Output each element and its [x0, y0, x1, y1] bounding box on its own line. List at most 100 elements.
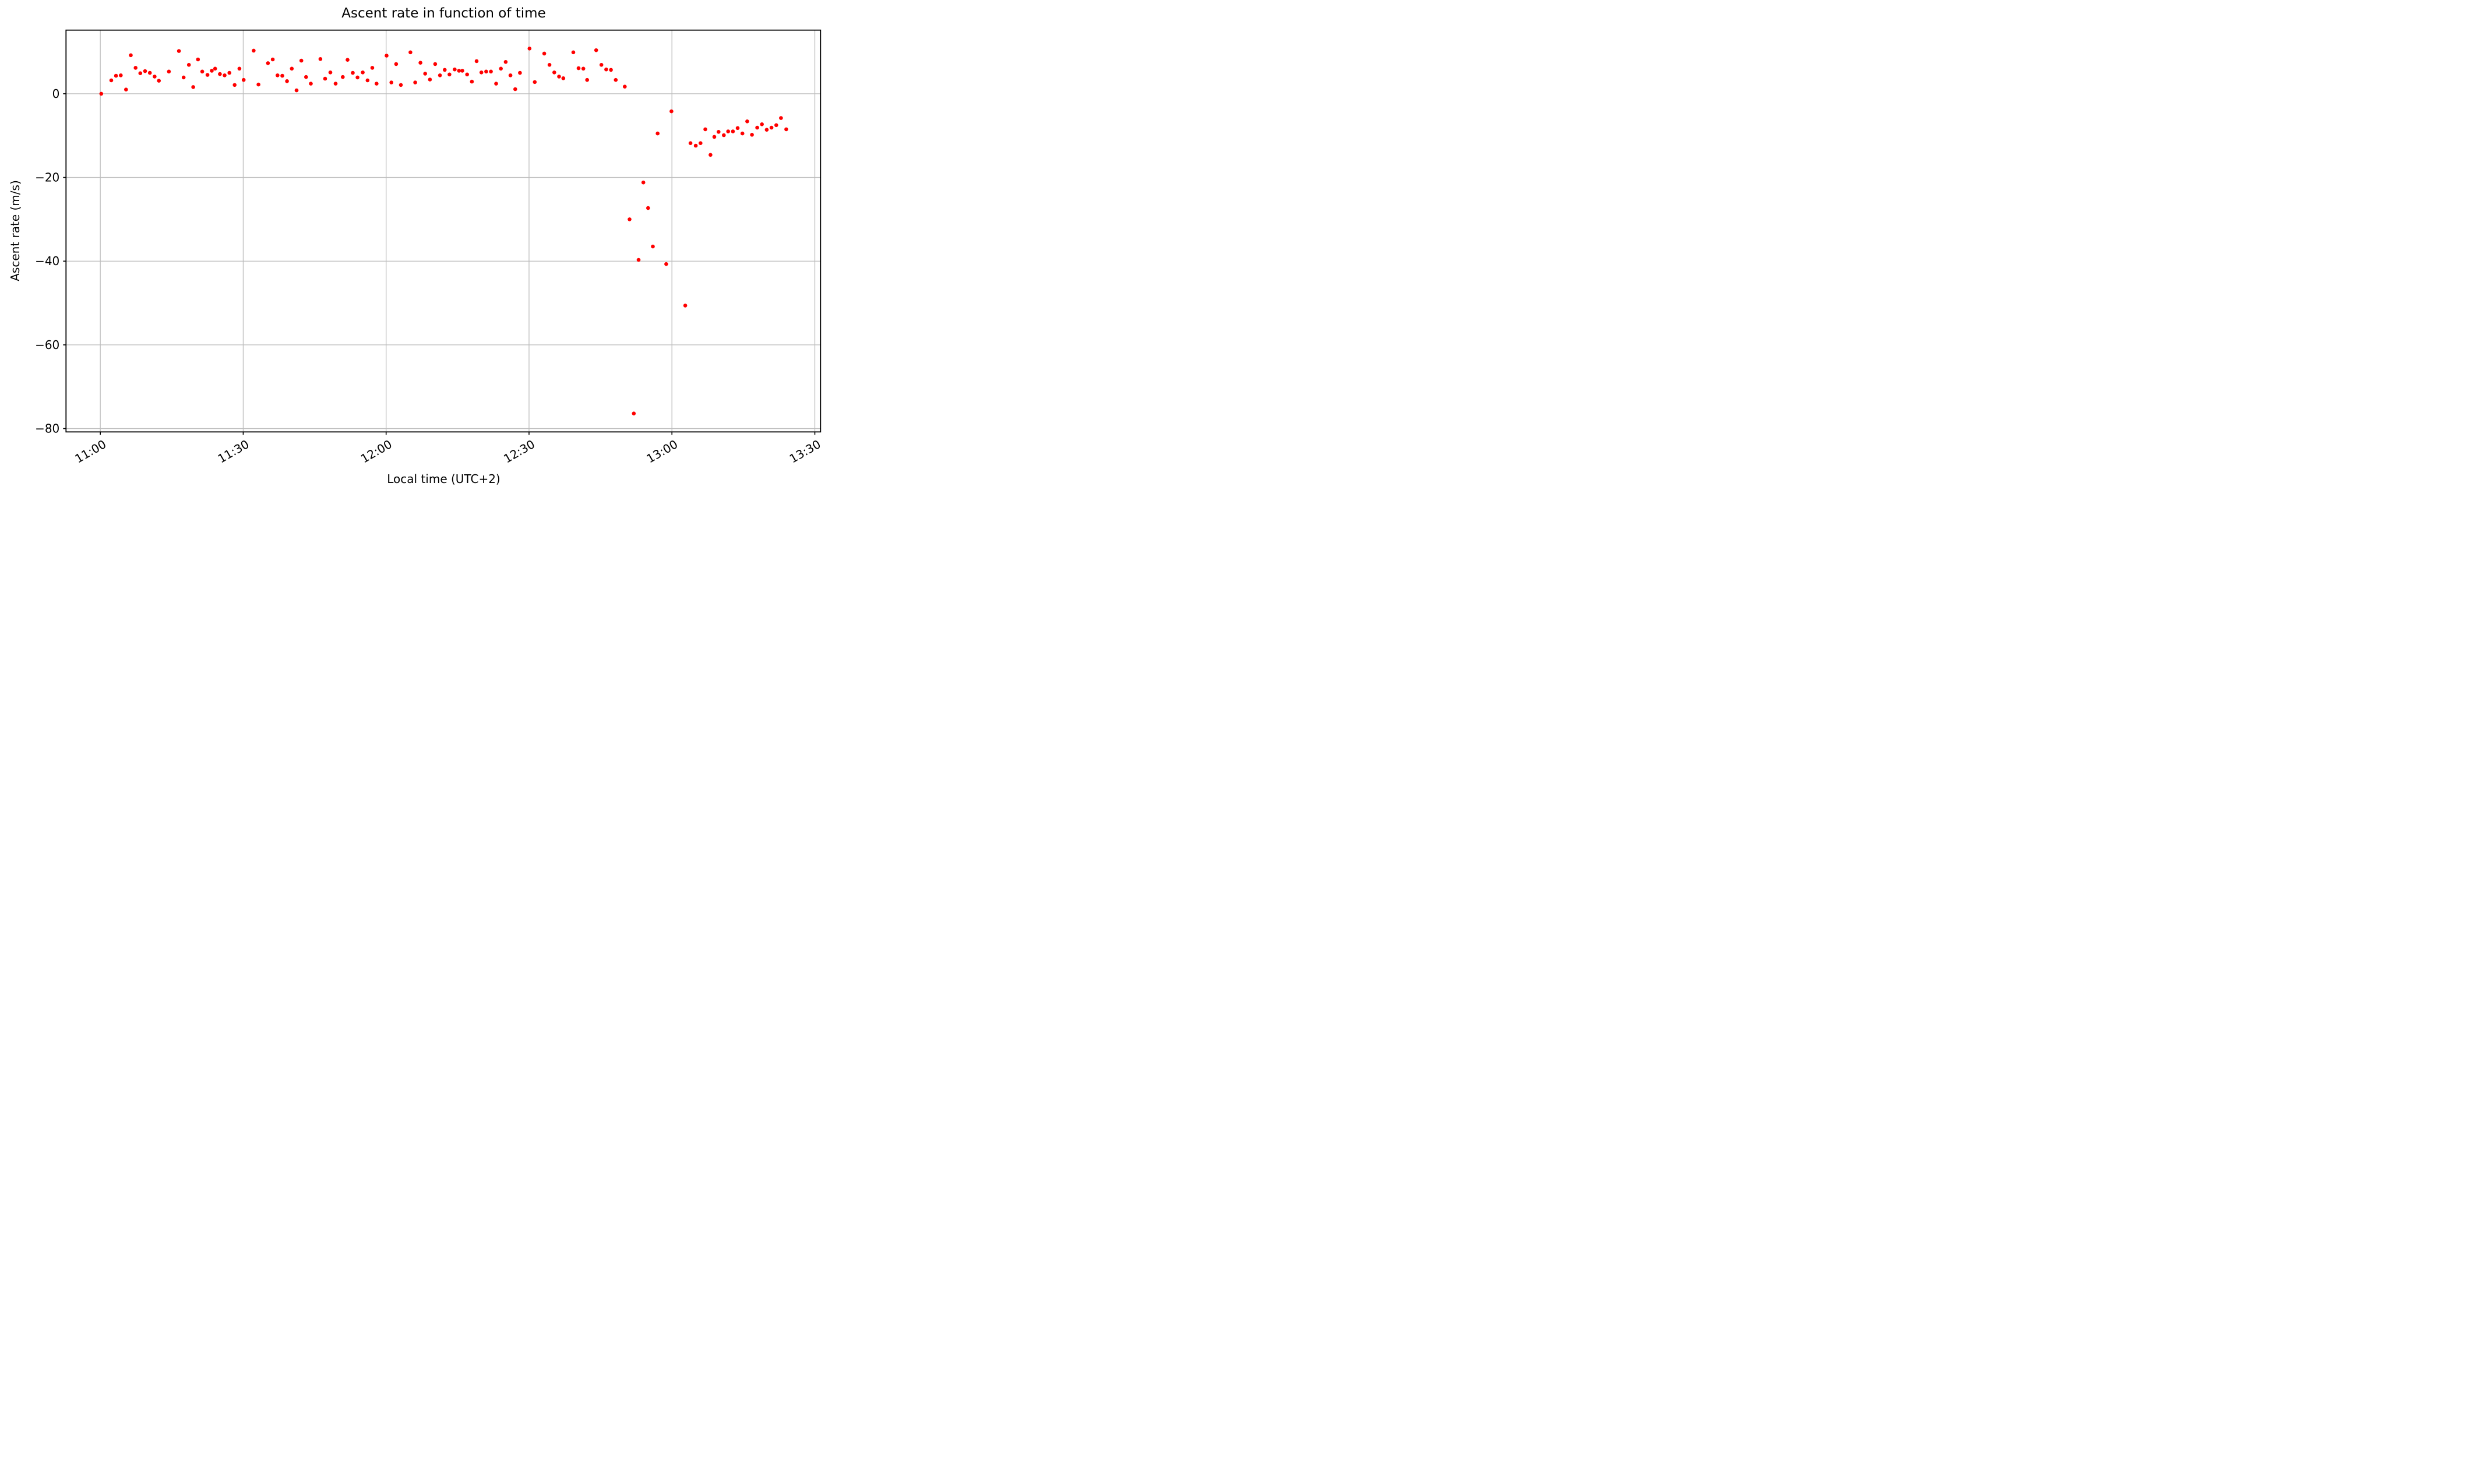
data-point: [547, 63, 552, 67]
x-axis-label: Local time (UTC+2): [387, 472, 500, 486]
data-point: [784, 127, 788, 132]
scatter-points: [99, 47, 788, 415]
data-point: [760, 122, 764, 126]
data-point: [276, 73, 280, 77]
data-point: [604, 67, 608, 72]
y-tick-label: −60: [35, 338, 59, 352]
data-point: [576, 66, 581, 71]
data-point: [365, 78, 370, 83]
data-point: [433, 62, 438, 66]
data-point: [299, 58, 304, 63]
data-point: [210, 69, 214, 73]
data-point: [745, 119, 749, 124]
data-point: [124, 87, 128, 91]
data-point: [323, 76, 327, 81]
data-point: [664, 262, 668, 266]
data-point: [294, 88, 299, 93]
data-point: [688, 141, 693, 145]
data-point: [717, 130, 721, 134]
data-point: [709, 153, 713, 157]
data-point: [460, 69, 464, 73]
data-point: [769, 125, 774, 130]
data-point: [609, 68, 613, 72]
data-point: [167, 69, 171, 74]
data-point: [726, 129, 730, 133]
data-point: [703, 127, 707, 132]
data-point: [557, 75, 561, 79]
data-point: [552, 71, 556, 75]
data-point: [750, 133, 754, 137]
data-point: [196, 57, 200, 62]
data-point: [655, 131, 660, 136]
data-point: [740, 131, 745, 136]
data-point: [119, 73, 123, 77]
data-point: [712, 135, 717, 139]
data-point: [755, 125, 759, 130]
data-point: [227, 71, 232, 75]
data-point: [280, 73, 284, 78]
data-point: [153, 75, 157, 79]
data-point: [237, 66, 242, 71]
figure: 11:00 11:30 12:00 12:30 13:00 13:30 0 −20 −40 −60…: [0, 0, 829, 495]
data-point: [186, 63, 191, 67]
data-point: [447, 72, 452, 77]
data-point: [232, 83, 237, 87]
data-point: [328, 71, 333, 75]
data-point: [628, 217, 632, 221]
x-tick-label: 13:00: [644, 437, 680, 466]
data-point: [646, 206, 650, 210]
data-point: [428, 77, 432, 82]
y-tick-label: 0: [52, 87, 60, 101]
data-point: [205, 73, 210, 77]
data-point: [218, 72, 222, 76]
y-tick-label: −20: [35, 171, 59, 185]
data-point: [304, 75, 308, 79]
data-point: [779, 116, 783, 120]
data-point: [503, 60, 508, 64]
data-point: [270, 57, 275, 62]
y-tick-labels: 0 −20 −40 −60 −80: [35, 87, 59, 436]
data-point: [453, 67, 457, 72]
data-point: [423, 72, 427, 76]
data-point: [470, 79, 474, 84]
data-point: [683, 304, 688, 308]
data-point: [594, 48, 598, 52]
grid-lines: [66, 30, 821, 432]
data-point: [518, 71, 522, 75]
x-tick-label: 13:30: [787, 437, 823, 466]
tick-marks: [63, 93, 816, 435]
y-axis-label: Ascent rate (m/s): [8, 180, 22, 281]
data-point: [394, 62, 399, 66]
data-point: [722, 133, 726, 138]
data-point: [408, 50, 413, 55]
data-point: [177, 49, 181, 53]
data-point: [285, 79, 289, 83]
data-point: [133, 66, 138, 70]
data-point: [389, 80, 393, 84]
data-point: [266, 61, 270, 65]
data-point: [399, 83, 403, 87]
data-point: [129, 53, 133, 58]
data-point: [351, 71, 355, 75]
data-point: [699, 141, 703, 145]
data-point: [474, 59, 479, 64]
data-point: [157, 79, 161, 83]
data-point: [213, 66, 217, 71]
x-tick-label: 12:00: [358, 437, 394, 466]
data-point: [138, 71, 143, 75]
data-point: [109, 78, 114, 83]
data-point: [241, 77, 246, 82]
data-point: [561, 76, 566, 80]
data-point: [256, 82, 260, 87]
data-point: [147, 71, 152, 75]
data-point: [370, 66, 375, 70]
data-point: [641, 180, 646, 185]
data-point: [581, 66, 586, 71]
data-point: [735, 126, 740, 131]
data-point: [341, 75, 345, 79]
data-point: [479, 71, 484, 75]
y-tick-label: −40: [35, 254, 59, 268]
data-point: [533, 80, 537, 84]
chart-title: Ascent rate in function of time: [341, 6, 546, 21]
data-point: [585, 77, 589, 82]
